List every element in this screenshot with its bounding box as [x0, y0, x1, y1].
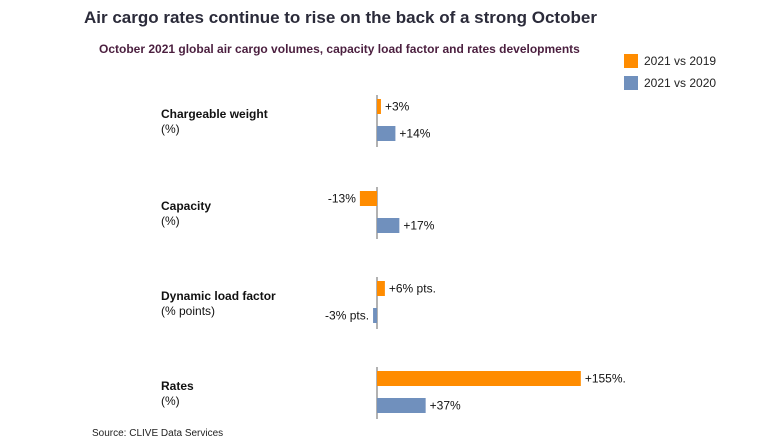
bar-0-2 — [377, 281, 385, 296]
legend-swatch-2020 — [624, 76, 638, 90]
data-label-0-1: -13% — [328, 192, 356, 206]
bar-1-2 — [373, 308, 377, 323]
legend-item-2019: 2021 vs 2019 — [624, 52, 716, 70]
legend-label-2020: 2021 vs 2020 — [644, 76, 717, 90]
bar-0-0 — [377, 99, 381, 114]
legend-swatch-2019 — [624, 54, 638, 68]
data-label-1-0: +14% — [399, 127, 430, 141]
bar-1-1 — [377, 218, 400, 233]
data-label-0-0: +3% — [385, 100, 410, 114]
category-label-0: Chargeable weight — [161, 107, 268, 121]
data-label-0-3: +155%. — [585, 372, 626, 386]
category-unit-3: (%) — [161, 394, 180, 408]
data-label-1-1: +17% — [403, 219, 434, 233]
data-label-1-2: -3% pts. — [325, 309, 369, 323]
legend-label-2019: 2021 vs 2019 — [644, 54, 717, 68]
source-note: Source: CLIVE Data Services — [92, 428, 224, 439]
category-unit-2: (% points) — [161, 304, 215, 318]
data-label-0-2: +6% pts. — [389, 282, 436, 296]
category-unit-0: (%) — [161, 122, 180, 136]
bar-0-3 — [377, 371, 581, 386]
category-label-2: Dynamic load factor — [161, 289, 276, 303]
category-label-3: Rates — [161, 379, 194, 393]
data-label-1-3: +37% — [430, 399, 461, 413]
legend-item-2020: 2021 vs 2020 — [624, 74, 716, 92]
category-unit-1: (%) — [161, 214, 180, 228]
bar-1-3 — [377, 398, 426, 413]
bar-0-1 — [359, 191, 377, 206]
category-label-1: Capacity — [161, 199, 211, 213]
chart-title: Air cargo rates continue to rise on the … — [84, 8, 597, 27]
chart-subtitle: October 2021 global air cargo volumes, c… — [99, 42, 580, 56]
legend: 2021 vs 2019 2021 vs 2020 — [624, 52, 716, 96]
bar-1-0 — [377, 126, 396, 141]
